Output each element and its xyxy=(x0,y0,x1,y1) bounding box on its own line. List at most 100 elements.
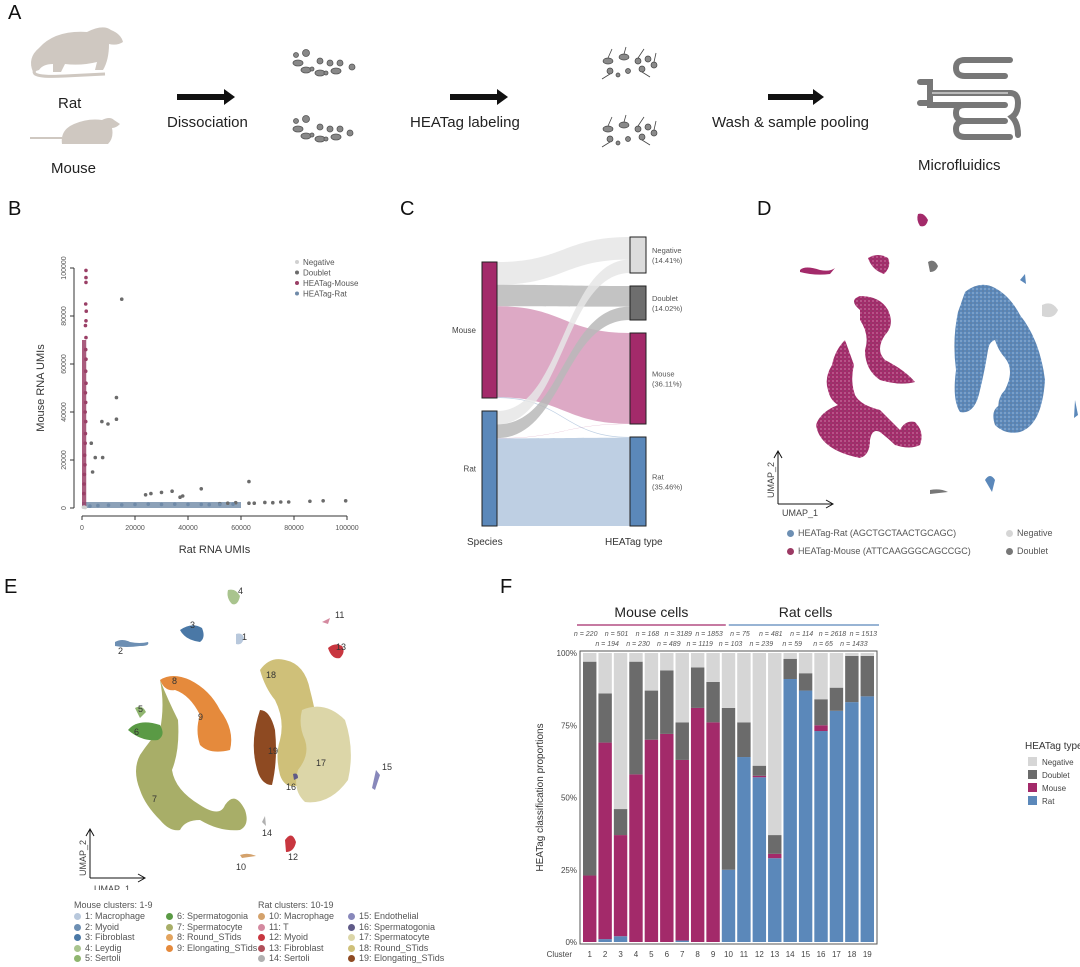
legend-dot-icon xyxy=(258,944,265,952)
legend-marker xyxy=(295,260,299,264)
scatter-point-heatag-mouse xyxy=(83,302,88,306)
legend-dot-icon xyxy=(258,955,265,963)
bar-segment-doublet xyxy=(660,670,674,734)
legend-dot-icon xyxy=(74,913,81,921)
bar-segment-negative xyxy=(845,653,859,656)
cluster-label: 19 xyxy=(268,746,278,756)
bar-segment-doublet xyxy=(644,690,659,740)
scatter-point-heatag-mouse xyxy=(84,335,88,340)
sankey-node-mouse xyxy=(481,261,498,399)
legend-marker xyxy=(295,270,299,275)
legend-dot-icon xyxy=(1006,548,1013,556)
scatter-point-heatag-rat xyxy=(199,502,204,507)
mouse-clusters-header: Mouse clusters: 1-9 xyxy=(74,900,153,910)
x-tick-label: 5 xyxy=(649,950,654,959)
scatter-point-heatag-mouse xyxy=(83,400,88,405)
legend-title: HEATag type xyxy=(1025,741,1080,752)
x-tick-label: 60000 xyxy=(231,525,251,532)
panel-d-label: D xyxy=(757,198,772,220)
sankey-node-mouse xyxy=(629,332,647,425)
scatter-point-heatag-mouse xyxy=(82,472,87,477)
legend-swatch xyxy=(1028,757,1037,766)
scatter-point-heatag-mouse xyxy=(83,463,87,467)
x-tick-label: 13 xyxy=(770,950,779,959)
bar-segment-negative xyxy=(737,653,751,723)
legend-dot-icon xyxy=(348,923,355,931)
scatter-point-heatag-rat xyxy=(96,503,100,508)
scatter-point-heatag-rat xyxy=(218,502,222,507)
x-tick-label: 4 xyxy=(634,950,639,959)
scatter-point-doublet xyxy=(119,297,124,301)
bar-segment-negative xyxy=(706,653,720,682)
sankey-node-pct: (14.41%) xyxy=(652,256,683,265)
cluster-label: 18 xyxy=(266,670,276,680)
sankey-flow-mouse-to-rat xyxy=(497,397,630,438)
y-tick-label: 0 xyxy=(61,506,68,510)
bar-segment-negative xyxy=(752,653,767,766)
umap-clusters xyxy=(115,589,380,858)
step-dissociation-label: Dissociation xyxy=(167,114,248,131)
bar-segment-rat xyxy=(768,858,782,942)
scatter-point-doublet xyxy=(286,500,291,504)
legend-label: Negative xyxy=(303,258,335,267)
y-axis-label: HEATag classification proportions xyxy=(535,723,546,871)
legend-item-cluster: 9: Elongating_STids xyxy=(166,943,257,953)
arrow-icon xyxy=(768,89,824,105)
sankey-node-rat xyxy=(481,410,498,527)
legend-marker xyxy=(295,291,299,296)
legend-label: Negative xyxy=(1042,758,1074,767)
scatter-point-heatag-mouse xyxy=(83,419,88,424)
n-label: n = 168 xyxy=(636,631,660,638)
bar-segment-rat xyxy=(752,777,767,942)
scatter-point-doublet xyxy=(114,395,119,400)
bar-segment-negative xyxy=(660,653,674,671)
bar-segment-mouse xyxy=(814,725,828,732)
cluster-label: 8 xyxy=(172,676,177,686)
scatter-point-heatag-mouse xyxy=(84,280,88,285)
x-tick-label: 12 xyxy=(755,950,764,959)
n-label: n = 65 xyxy=(813,641,833,648)
x-tick-label: 20000 xyxy=(125,525,145,532)
panel-b-label: B xyxy=(8,198,22,220)
n-label: n = 59 xyxy=(782,641,802,648)
legend-item-cluster: 10: Macrophage xyxy=(258,911,334,921)
legend-dot-icon xyxy=(348,934,355,942)
bar-segment-doublet xyxy=(583,661,597,876)
scatter-point-heatag-rat xyxy=(106,503,111,507)
bar-segment-rat xyxy=(613,936,628,942)
sankey-node-pct: (36.11%) xyxy=(652,380,682,389)
bar-segment-negative xyxy=(675,653,689,723)
scatter-point-heatag-mouse xyxy=(84,268,88,273)
legend-item-cluster: 14: Sertoli xyxy=(258,953,310,963)
y-tick-label: 25% xyxy=(561,866,577,875)
n-label: n = 2618 xyxy=(819,631,847,638)
bar-segment-doublet xyxy=(675,722,689,760)
legend-dot-icon xyxy=(74,934,81,942)
cluster-label: 13 xyxy=(336,642,346,652)
scatter-point-doublet xyxy=(159,490,164,495)
n-label: n = 489 xyxy=(657,641,681,648)
x-tick-label: 17 xyxy=(832,950,841,959)
legend-dot-icon xyxy=(166,923,173,931)
umap-x-label: UMAP_1 xyxy=(782,508,818,518)
x-tick-label: 14 xyxy=(786,950,795,959)
scatter-point-doublet xyxy=(93,455,98,460)
n-label: n = 1119 xyxy=(686,641,713,648)
y-tick-label: 100000 xyxy=(61,256,68,279)
x-tick-label: 7 xyxy=(680,950,685,959)
x-tick-label: 11 xyxy=(740,950,749,959)
bar-segment-rat xyxy=(798,690,813,942)
plot-frame xyxy=(579,650,878,945)
legend-dot-icon xyxy=(74,955,81,963)
bar-segment-doublet xyxy=(752,765,767,776)
umap-axes xyxy=(85,827,147,883)
legend-marker xyxy=(295,281,299,285)
legend-item-cluster: 16: Spermatogonia xyxy=(348,922,435,932)
legend-label: Rat xyxy=(1042,797,1055,806)
bar-segment-negative xyxy=(721,653,736,708)
cluster-legend: Mouse clusters: 1-9 Rat clusters: 10-19 1:… xyxy=(72,900,522,966)
x-tick-label: 6 xyxy=(665,950,670,959)
sankey-flow-rat-to-mouse xyxy=(497,423,630,439)
scatter-point-heatag-mouse xyxy=(83,431,88,436)
legend-item-cluster: 6: Spermatogonia xyxy=(166,911,248,921)
